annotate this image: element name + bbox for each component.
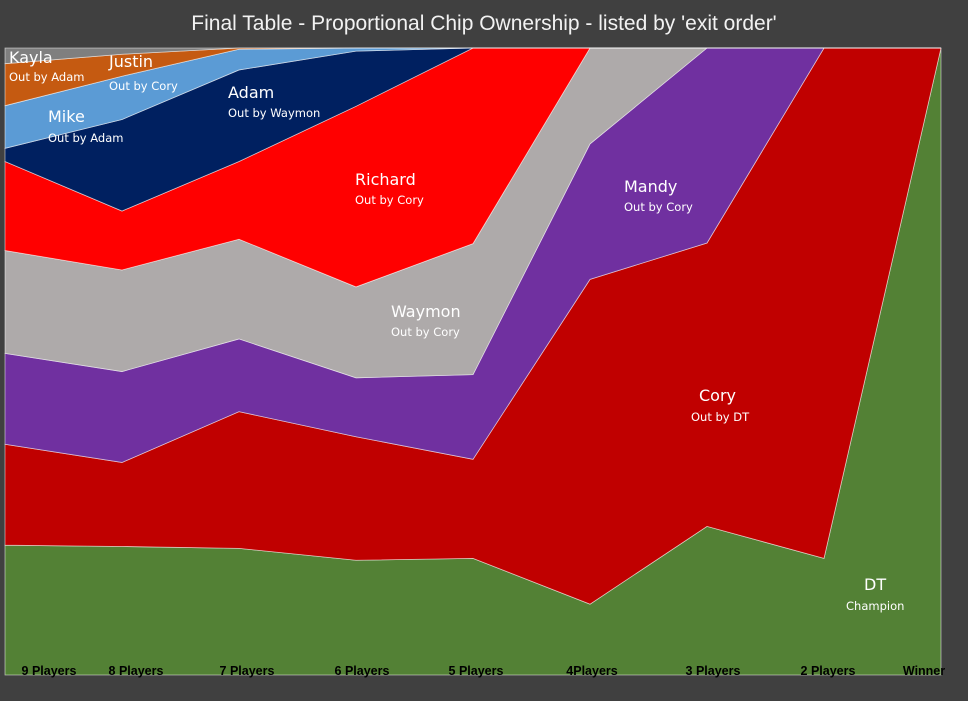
series-labels: DT Champion Cory Out by DT Mandy Out by Cory W… [9,48,904,613]
series-name-label: DT [864,575,886,594]
x-tick-label: 2 Players [801,664,856,678]
series-annotation-label: Out by Adam [9,70,84,84]
x-tick-label: 7 Players [220,664,275,678]
series-annotation-label: Out by Cory [109,79,178,93]
x-tick-label: 5 Players [449,664,504,678]
series-name-label: Kayla [9,48,53,67]
x-tick-label: 8 Players [109,664,164,678]
series-name-label: Cory [699,386,736,405]
x-axis-ticks: 9 Players 8 Players 7 Players 6 Players 5 Pl… [22,664,946,678]
x-tick-label: 9 Players [22,664,77,678]
series-annotation-label: Out by Waymon [228,106,320,120]
chart-title: Final Table - Proportional Chip Ownershi… [191,12,777,35]
series-annotation-label: Out by Cory [391,325,460,339]
series-annotation-label: Out by Cory [355,193,424,207]
x-tick-label: Winner [903,664,945,678]
series-annotation-label: Out by Adam [48,131,123,145]
series-name-label: Richard [355,170,416,189]
series-annotation-label: Out by DT [691,410,750,424]
series-name-label: Mike [48,107,85,126]
series-name-label: Adam [228,83,274,102]
series-name-label: Waymon [391,302,461,321]
series-name-label: Mandy [624,177,677,196]
series-annotation-label: Champion [846,599,904,613]
area-kayla [4,47,941,65]
x-tick-label: 3 Players [686,664,741,678]
x-tick-label: 6 Players [335,664,390,678]
areas [4,47,942,676]
x-tick-label: 4Players [566,664,617,678]
series-name-label: Justin [108,52,153,71]
series-annotation-label: Out by Cory [624,200,693,214]
